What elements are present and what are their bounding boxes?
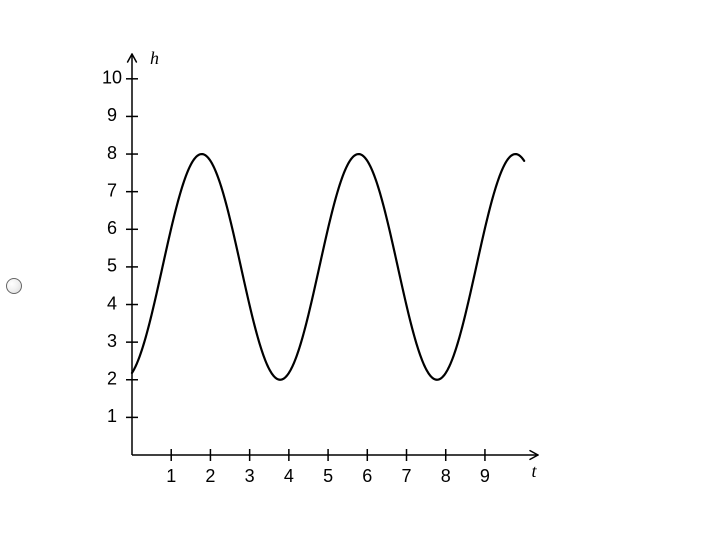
x-tick-label: 1 xyxy=(166,466,176,486)
x-tick-label: 3 xyxy=(245,466,255,486)
y-tick-label: 4 xyxy=(107,293,117,313)
y-tick-label: 5 xyxy=(107,256,117,276)
chart-svg: 12345678912345678910th xyxy=(72,40,552,500)
y-tick-label: 10 xyxy=(102,68,122,88)
y-tick-label: 7 xyxy=(107,180,117,200)
radio-icon xyxy=(6,278,22,294)
y-tick-label: 9 xyxy=(107,105,117,125)
x-tick-label: 4 xyxy=(284,466,294,486)
y-tick-label: 3 xyxy=(107,331,117,351)
y-axis-label: h xyxy=(150,48,159,68)
y-tick-label: 2 xyxy=(107,369,117,389)
x-tick-label: 6 xyxy=(362,466,372,486)
y-tick-label: 1 xyxy=(107,406,117,426)
y-tick-label: 6 xyxy=(107,218,117,238)
page: 12345678912345678910th xyxy=(0,0,724,542)
x-tick-label: 7 xyxy=(402,466,412,486)
y-tick-label: 8 xyxy=(107,143,117,163)
x-tick-label: 8 xyxy=(441,466,451,486)
oscillation-chart: 12345678912345678910th xyxy=(72,40,552,500)
x-tick-label: 9 xyxy=(480,466,490,486)
x-tick-label: 2 xyxy=(205,466,215,486)
x-tick-label: 5 xyxy=(323,466,333,486)
option-radio[interactable] xyxy=(6,278,22,294)
